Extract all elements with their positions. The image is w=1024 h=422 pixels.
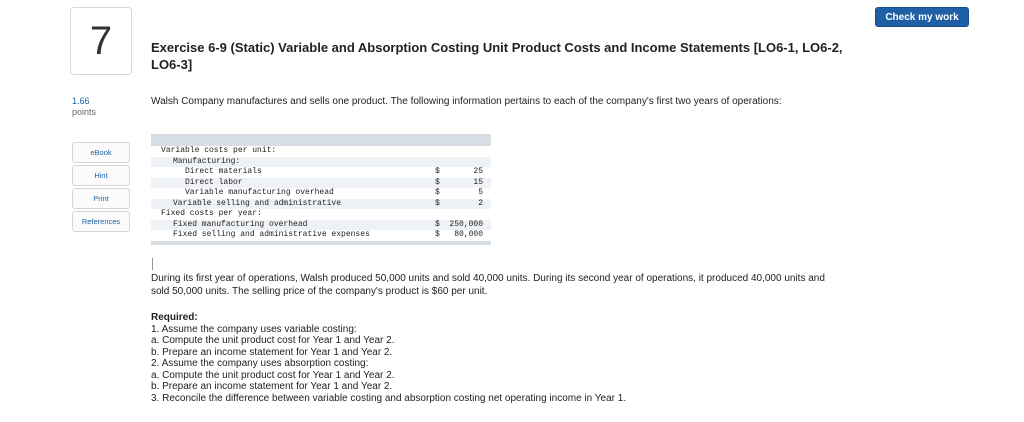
row-value [449,146,491,157]
row-value: 250,000 [449,219,491,230]
row-label: Variable selling and administrative [151,198,435,209]
required-section: Required: 1. Assume the company uses var… [151,312,831,404]
row-currency: $ [435,177,449,188]
row-label: Fixed selling and administrative expense… [173,230,370,239]
row-label: Direct labor [151,177,435,188]
table-row: Direct materials $25 [151,167,491,178]
row-value: 80,000 [454,230,483,239]
row-currency: $ [435,219,449,230]
required-line: a. Compute the unit product cost for Yea… [151,369,395,381]
row-value: 5 [478,188,483,197]
table-row: Fixed manufacturing overhead $250,000 [151,219,491,230]
row-currency: $ [435,198,449,209]
row-currency: $ [435,230,440,239]
required-heading: Required: [151,312,198,323]
required-line: 3. Reconcile the difference between vari… [151,392,627,404]
intro-text: Walsh Company manufactures and sells one… [151,96,782,107]
cost-table: Variable costs per unit: Manufacturing: Di… [151,134,491,245]
row-currency [435,209,449,220]
exercise-title: Exercise 6-9 (Static) Variable and Absor… [151,40,843,72]
row-currency: $ [435,188,440,197]
table-row: Fixed costs per year: [151,209,491,220]
print-button[interactable]: Print [72,188,130,209]
required-line: a. Compute the unit product cost for Yea… [151,335,395,346]
row-value: 25 [473,167,483,176]
text-cursor [152,258,153,270]
table-row: Variable manufacturing overhead $5 [151,188,491,199]
points-value: 1.66 [72,96,90,106]
row-label: Manufacturing: [151,156,435,167]
row-currency [435,146,449,157]
ebook-button[interactable]: eBook [72,142,130,163]
table-row: Manufacturing: [151,156,491,167]
required-line: 1. Assume the company uses variable cost… [151,323,357,335]
row-value [449,156,491,167]
table-header-bar [151,134,491,146]
row-currency: $ [435,167,440,176]
question-number: 7 [70,7,132,75]
tools-panel: eBook Hint Print References [72,142,130,234]
row-label: Direct materials [185,167,262,176]
table-row: Fixed selling and administrative expense… [151,230,491,241]
references-button[interactable]: References [72,211,130,232]
row-label: Fixed costs per year: [161,209,262,218]
row-label: Fixed manufacturing overhead [151,219,435,230]
table-row: Direct labor $15 [151,177,491,188]
table-row: Variable costs per unit: [151,146,491,157]
row-label: Variable manufacturing overhead [185,188,334,197]
hint-button[interactable]: Hint [72,165,130,186]
row-value: 2 [449,198,491,209]
points-display: 1.66 points [72,96,96,118]
row-value: 15 [449,177,491,188]
table-footer-bar [151,240,491,245]
required-line: b. Prepare an income statement for Year … [151,346,393,358]
row-currency [435,156,449,167]
row-value [449,209,491,220]
table-row: Variable selling and administrative $2 [151,198,491,209]
points-label: points [72,107,97,117]
row-label: Variable costs per unit: [161,146,277,155]
check-my-work-button[interactable]: Check my work [875,7,969,27]
required-line: b. Prepare an income statement for Year … [151,381,393,392]
required-line: 2. Assume the company uses absorption co… [151,358,369,369]
production-paragraph: During its first year of operations, Wal… [151,273,825,297]
